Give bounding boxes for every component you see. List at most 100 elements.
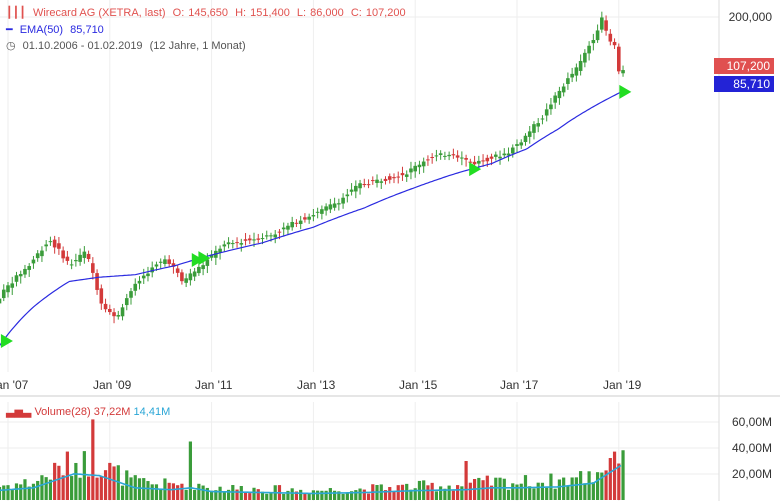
volume-bar: [511, 483, 515, 500]
volume-bar: [540, 482, 545, 500]
candle-body: [404, 174, 409, 177]
volume-bar: [48, 479, 53, 500]
volume-bar: [396, 485, 400, 500]
candle-body: [489, 156, 494, 159]
candle-body: [1, 289, 6, 299]
candle-body: [519, 142, 524, 146]
volume-bar: [222, 491, 226, 500]
volume-bar: [349, 491, 354, 500]
volume-bar: [515, 484, 519, 500]
volume-bar: [31, 483, 36, 500]
volume-bar: [341, 493, 345, 500]
volume-bar: [392, 491, 396, 500]
volume-bar: [566, 485, 570, 500]
candle-body: [549, 104, 553, 110]
volume-bar: [562, 477, 566, 500]
xtick-2011: Jan '11: [195, 378, 233, 392]
signal-triangle: [619, 84, 632, 99]
date-range-legend: ◷ 01.10.2006 - 01.02.2019 (12 Jahre, 1 M…: [6, 40, 246, 52]
candle-body: [95, 273, 99, 290]
candle-body: [455, 155, 460, 158]
volume-bar: [180, 483, 184, 500]
candle-body: [536, 123, 541, 127]
candle-body: [201, 265, 205, 270]
candle-body: [345, 194, 350, 197]
candle-body: [604, 20, 608, 31]
volume-bar: [184, 489, 188, 500]
candle-body: [264, 235, 269, 237]
candle-body: [205, 259, 210, 266]
volume-bar: [14, 483, 19, 500]
candle-body: [0, 298, 2, 304]
candle-body: [608, 33, 613, 42]
candle-body: [354, 185, 358, 192]
candle-body: [52, 239, 57, 248]
volume-bar: [337, 491, 341, 500]
volume-bar: [583, 483, 587, 500]
candle-body: [69, 264, 74, 266]
ohlc-legend: ┃┃┃ Wirecard AG (XETRA, last) O: 145,650 …: [6, 7, 406, 19]
candle-body: [566, 78, 570, 84]
volume-bar: [316, 490, 320, 500]
volume-bar: [112, 466, 116, 500]
candle-body: [256, 238, 261, 240]
signal-markers: [0, 84, 632, 348]
candle-body: [527, 131, 532, 137]
candle-body: [252, 239, 256, 241]
volume-bar: [587, 471, 591, 500]
candle-body: [14, 275, 19, 282]
candle-body: [417, 164, 422, 168]
candle-body: [553, 95, 557, 103]
volume-bar: [574, 477, 578, 500]
candle-body: [307, 216, 311, 220]
clock-icon: ◷: [6, 40, 16, 52]
signal-triangle: [0, 333, 13, 348]
candle-body: [502, 153, 507, 156]
candle-body: [498, 156, 502, 159]
candle-body: [443, 155, 447, 157]
candle-body: [260, 238, 265, 240]
volume-bar: [201, 485, 205, 500]
candle-body: [103, 303, 108, 310]
candle-body: [324, 206, 328, 211]
candle-body: [591, 40, 596, 44]
xtick-2009: Jan '09: [93, 378, 132, 392]
candle-body: [290, 221, 294, 228]
candle-body: [515, 144, 519, 146]
candle-body: [595, 30, 600, 41]
candle-body: [40, 250, 44, 257]
candle-body: [328, 204, 333, 210]
volume-bar: [197, 483, 201, 500]
volume-bar: [210, 490, 214, 500]
candle-body: [150, 267, 155, 273]
candle-body: [600, 17, 604, 30]
volume-bar: [621, 450, 625, 500]
volume-bar: [167, 482, 171, 500]
xtick-2007: Jan '07: [0, 378, 29, 392]
candle-body: [472, 161, 477, 165]
volume-bar: [120, 485, 125, 500]
volume-bar: [413, 488, 417, 500]
volume-bar: [528, 486, 532, 500]
candle-body: [137, 280, 142, 284]
candle-body: [235, 242, 239, 244]
volume-bar: [307, 493, 311, 500]
volume-bar: [193, 489, 197, 500]
candle-body: [392, 177, 396, 179]
xtick-2013: Jan '13: [297, 378, 336, 392]
volume-bar: [159, 488, 163, 500]
volume-tick-60: 60,00M: [731, 415, 772, 429]
volume-bar: [44, 477, 48, 500]
candle-body: [146, 273, 150, 277]
volume-bar: [146, 481, 150, 500]
candle-body: [409, 168, 413, 173]
candle-body: [612, 41, 617, 46]
volume-bar: [366, 493, 371, 500]
volume-bar: [176, 485, 180, 500]
candle-body: [231, 243, 235, 245]
candle-body: [362, 184, 367, 186]
volume-bar: [294, 491, 299, 500]
volume-bar: [260, 491, 265, 500]
volume-bar: [320, 490, 324, 500]
